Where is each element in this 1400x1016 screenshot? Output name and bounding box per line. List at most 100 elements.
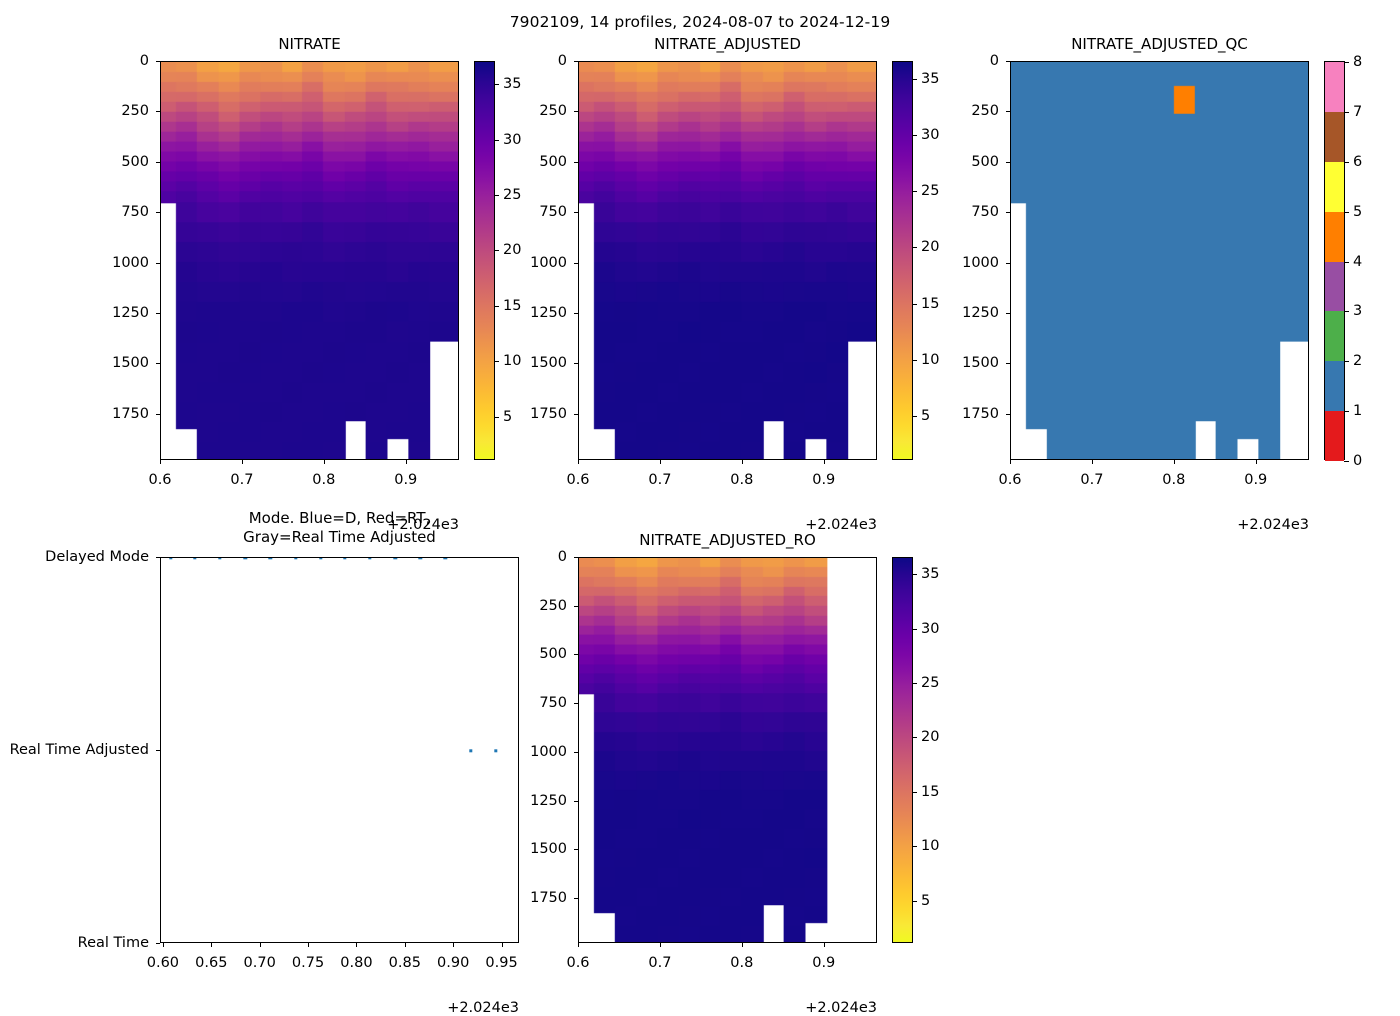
y-tick [574,212,578,214]
nitrate-adjusted-qc-tick-layer: 0 250 500 750 1000 1250 1500 1750 0.6 0.7 0.8 0.9 +2… [962,53,1309,533]
x-tick-label: 0.9 [812,955,836,971]
panel-nitrate: NITRATE 0 250 500 750 1000 1250 1500 1750 0.6 0.7… [112,35,459,533]
y-tick [156,943,160,944]
y-tick [1006,212,1010,214]
y-tick-label: 0 [139,53,149,69]
y-tick [156,363,160,365]
mode-point-delayed [193,558,197,560]
qc-colorbar-tick-label: 2 [1353,353,1363,370]
mode-point-delayed [293,558,298,560]
x-axis-offset-label: +2.024e3 [805,1000,877,1016]
y-tick [156,161,160,163]
colorbar-tick [494,416,499,418]
colorbar-tick [912,359,917,361]
x-tick [453,943,455,947]
x-tick [501,943,503,947]
x-tick [404,943,406,947]
mode-tick-layer: Delayed Mode Real Time Adjusted Real Time 0… [10,549,519,1016]
nitrate-adjusted-axes[interactable] [578,61,877,460]
y-tick-label: 250 [971,103,999,120]
y-tick [1006,111,1010,113]
colorbar-tick [494,84,499,86]
y-tick [156,262,160,264]
x-tick [241,460,243,464]
x-tick [259,943,261,947]
y-tick-label: 1500 [530,841,567,858]
y-tick [1006,262,1010,264]
x-tick [1255,460,1257,464]
y-tick-label: 1250 [530,304,567,321]
colorbar-tick [912,303,917,305]
x-tick-label: 0.8 [730,955,754,971]
y-tick [574,898,578,900]
y-tick [574,312,578,314]
nitrate-colorbar[interactable]: 5 10 15 20 25 30 35 [474,61,521,460]
y-tick-label: 0 [557,53,567,69]
mode-point-delayed [218,558,222,560]
x-tick [356,943,358,947]
nitrate-adjusted-colorbar[interactable]: 5 10 15 20 25 30 35 [892,61,939,460]
colorbar-tick [912,247,917,249]
x-tick [308,943,310,947]
x-tick-label: 0.70 [243,955,276,971]
colorbar-tick [912,737,917,739]
nitrate-adjusted-qc-colorbar[interactable]: 0 1 2 3 4 5 6 7 8 [1324,54,1362,469]
y-tick-label: 1000 [530,743,567,760]
x-tick-label: 0.9 [1244,472,1268,488]
nitrate-adjusted-ro-tick-layer: 0 250 500 750 1000 1250 1500 1750 0.6 0.7 0.8 0.9 +2… [530,549,877,1016]
x-tick [405,460,407,464]
x-axis-offset-label: +2.024e3 [805,517,877,533]
x-tick [823,460,825,464]
x-axis-offset-label: +2.024e3 [447,1000,519,1016]
y-tick-label: 250 [539,597,567,614]
colorbar-tick-label: 35 [503,76,522,93]
colorbar-tick [912,191,917,193]
nitrate-adjusted-qc-axes[interactable] [1010,61,1309,460]
y-tick [574,61,578,62]
qc-colorbar-tick [1344,161,1349,163]
nitrate-axes[interactable] [160,61,459,460]
y-tick-label: 500 [539,646,567,663]
qc-colorbar-segment-0 [1325,411,1344,461]
y-tick [1006,413,1010,415]
y-tick-label: 250 [121,103,149,120]
colorbar-tick-label: 5 [921,892,931,909]
qc-colorbar-tick-label: 3 [1353,303,1363,320]
x-tick [741,460,743,464]
colorbar-tick-label: 25 [921,675,940,692]
panel-nitrate-title: NITRATE [278,35,341,53]
x-tick [659,460,661,464]
x-tick-label: 0.9 [812,472,836,488]
qc-colorbar-segment-2 [1325,311,1344,362]
y-tick-label: Real Time [77,935,149,951]
y-tick [1006,161,1010,163]
y-tick-label: 1000 [530,254,567,271]
x-tick-label: 0.85 [388,955,421,971]
colorbar-tick [494,305,499,307]
x-tick [211,943,213,947]
y-tick-label: 750 [539,204,567,221]
nitrate-adjusted-ro-colorbar[interactable]: 5 10 15 20 25 30 35 [892,557,939,943]
panel-nitrate-adjusted-qc-title: NITRATE_ADJUSTED_QC [1071,35,1248,53]
x-tick-label: 0.8 [730,472,754,488]
x-tick [160,460,161,464]
colorbar-tick-label: 30 [921,127,940,144]
y-tick-label: 1500 [112,355,149,372]
colorbar-tick-label: 30 [503,131,522,148]
x-axis-offset-label: +2.024e3 [1237,517,1309,533]
qc-colorbar-tick-label: 7 [1353,103,1363,120]
y-tick-label: 1750 [962,405,999,422]
y-tick-label: 500 [971,153,999,170]
y-tick [574,557,578,558]
mode-point-delayed [243,558,247,560]
mode-axes[interactable] [160,557,519,943]
colorbar-tick-label: 25 [503,187,522,203]
panel-nitrate-adjusted-ro-title: NITRATE_ADJUSTED_RO [639,531,816,549]
qc-colorbar-tick-label: 8 [1353,54,1363,70]
x-tick-label: 0.8 [312,472,336,488]
nitrate-adjusted-ro-axes[interactable] [578,557,877,943]
x-tick [578,943,579,947]
x-tick-label: 0.90 [437,955,470,971]
colorbar-tick-label: 10 [503,353,522,370]
